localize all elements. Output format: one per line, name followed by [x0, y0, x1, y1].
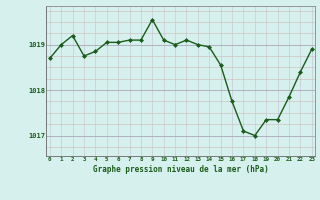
X-axis label: Graphe pression niveau de la mer (hPa): Graphe pression niveau de la mer (hPa) — [93, 165, 269, 174]
